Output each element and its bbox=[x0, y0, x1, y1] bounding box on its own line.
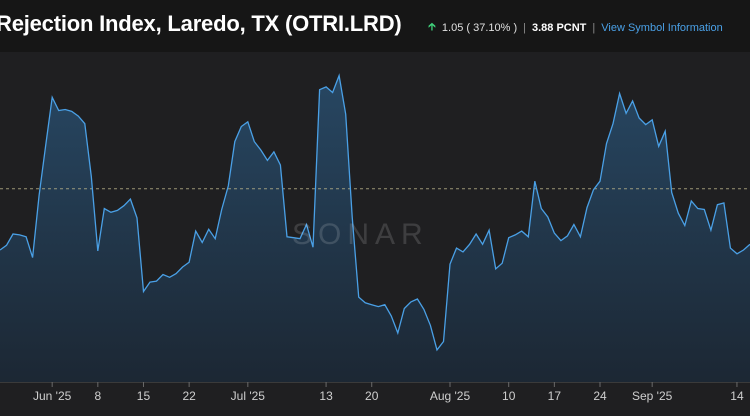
series-area bbox=[0, 75, 750, 382]
x-tick-label: 15 bbox=[137, 389, 151, 403]
x-tick-label: 17 bbox=[548, 389, 562, 403]
x-tick-label: 24 bbox=[593, 389, 607, 403]
sonar-watermark: SONAR bbox=[292, 218, 429, 251]
chart-header: Rejection Index, Laredo, TX (OTRI.LRD) 🡱… bbox=[0, 0, 750, 52]
series-line bbox=[0, 73, 750, 352]
divider: | bbox=[592, 21, 596, 34]
chart-title: Rejection Index, Laredo, TX (OTRI.LRD) bbox=[0, 11, 402, 36]
x-tick-label: 20 bbox=[365, 389, 379, 403]
last-value: 3.88 PCNT bbox=[531, 21, 587, 34]
x-tick-label: 10 bbox=[502, 389, 516, 403]
x-tick-label: Jul '25 bbox=[231, 389, 266, 403]
x-tick-label: 8 bbox=[94, 389, 101, 403]
x-tick-label: Aug '25 bbox=[430, 389, 471, 403]
x-tick-label: 14 bbox=[730, 389, 744, 403]
view-symbol-information-link[interactable]: View Symbol Information bbox=[601, 21, 723, 34]
x-tick-label: Sep '25 bbox=[632, 389, 673, 403]
x-tick-label: Jun '25 bbox=[33, 389, 72, 403]
change-value: 1.05 ( 37.10% ) bbox=[441, 21, 518, 34]
line-chart[interactable]: Jun '25 8 15 22 Jul '25 13 20 Aug '25 10 17 24 Sep … bbox=[0, 52, 750, 416]
divider: | bbox=[523, 21, 526, 34]
quote-summary: 🡱 1.05 ( 37.10% ) | 3.88 PCNT | View Sym… bbox=[428, 18, 723, 37]
arrow-up-icon: 🡱 bbox=[428, 21, 436, 33]
x-tick-label: 22 bbox=[182, 389, 196, 403]
x-tick-label: 13 bbox=[319, 389, 333, 403]
